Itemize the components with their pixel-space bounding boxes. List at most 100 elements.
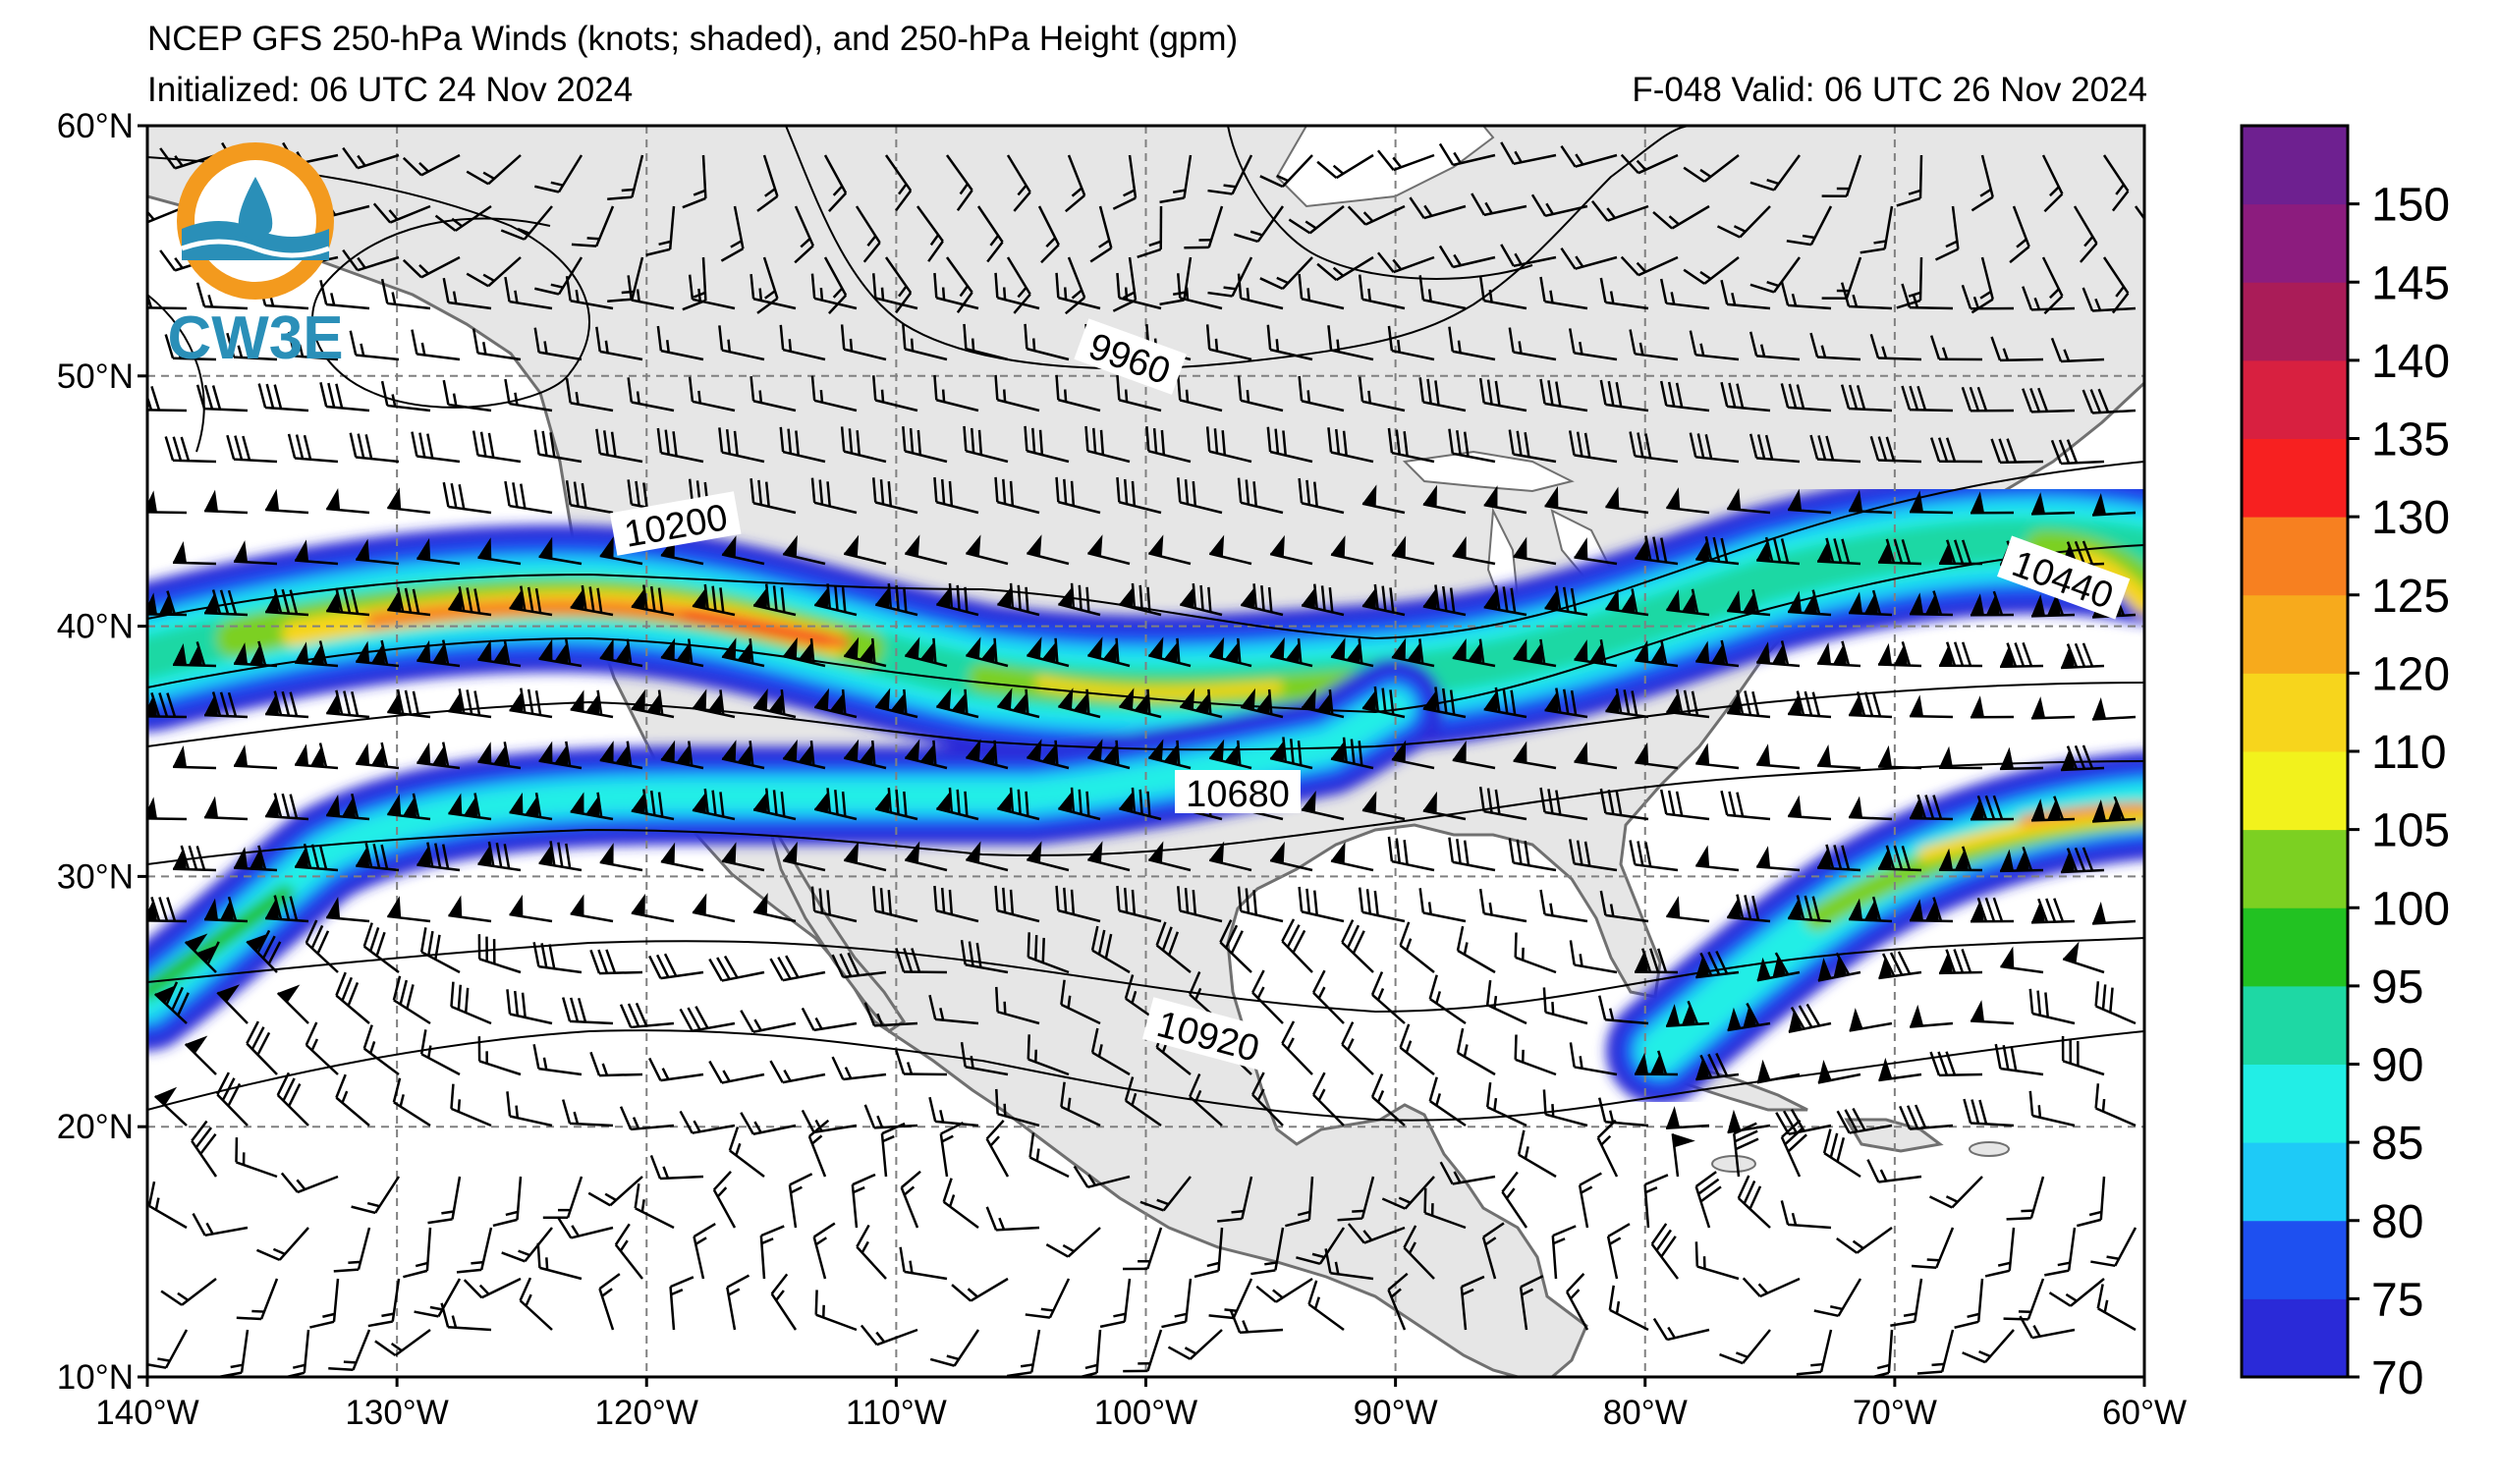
wind-barb: [1848, 589, 1893, 617]
wind-barb: [619, 1002, 675, 1029]
wind-barb: [1439, 1161, 1496, 1185]
wind-barb: [1539, 889, 1588, 923]
wind-barb: [810, 375, 858, 412]
wind-barb: [589, 1051, 643, 1077]
wind-barb: [1840, 384, 1893, 412]
cw3e-logo: CW3E: [167, 142, 344, 372]
wind-barb: [1877, 538, 1922, 566]
wind-barb: [1208, 841, 1252, 872]
wind-barb: [960, 1042, 1009, 1076]
jet-band: [1917, 807, 2144, 862]
wind-barb: [1659, 789, 1710, 821]
wind-barb: [1478, 786, 1527, 821]
wind-barb: [1568, 839, 1618, 872]
wind-barb: [2048, 1278, 2105, 1307]
wind-barb: [645, 205, 676, 256]
wind-barb: [1849, 1008, 1893, 1032]
wind-barb: [933, 476, 979, 515]
wind-barb: [570, 584, 614, 617]
colorbar-swatch: [2242, 829, 2348, 908]
colorbar-swatch: [2242, 1220, 2348, 1299]
wind-barb: [2094, 981, 2137, 1025]
wind-barb: [692, 788, 736, 821]
wind-barb: [1358, 887, 1406, 923]
wind-barb: [1234, 205, 1285, 244]
wind-barb: [1695, 1052, 1740, 1081]
wind-barb: [1456, 1027, 1496, 1076]
lon-tick-label: 70°W: [1853, 1394, 1937, 1432]
wind-barb: [756, 256, 779, 314]
wind-barb: [1605, 588, 1649, 617]
wind-barb: [456, 1227, 493, 1274]
wind-barb: [1695, 742, 1740, 770]
colorbar-swatch: [2242, 203, 2348, 283]
wind-barb: [1544, 585, 1588, 617]
wind-barb: [1934, 205, 1960, 261]
wind-barb: [1517, 1129, 1557, 1179]
wind-barb: [1301, 687, 1345, 719]
wind-barb: [532, 1044, 583, 1076]
wind-barb: [477, 841, 522, 872]
wind-barb: [884, 256, 913, 314]
wind-barb: [147, 897, 188, 923]
wind-barb: [598, 1273, 621, 1331]
wind-barb: [1058, 687, 1101, 719]
wind-barb: [419, 927, 461, 974]
wind-barb: [571, 205, 615, 247]
wind-barb: [1116, 272, 1162, 310]
wind-barb: [840, 324, 887, 361]
wind-barb: [1116, 374, 1162, 412]
wind-barb: [319, 280, 370, 310]
wind-barb: [2060, 744, 2105, 772]
wind-barb: [1817, 844, 1861, 872]
wind-barb: [1259, 154, 1313, 189]
wind-barb: [966, 841, 1009, 872]
wind-barb: [1311, 969, 1345, 1024]
colorbar-swatch: [2242, 359, 2348, 439]
wind-barb: [669, 1276, 694, 1331]
wind-barb: [1666, 688, 1710, 719]
wind-barb: [1878, 1057, 1922, 1082]
wind-barb: [945, 154, 973, 211]
colorbar-swatch: [2242, 126, 2348, 205]
wind-barb: [884, 154, 913, 212]
svg-text:10680: 10680: [1186, 774, 1290, 815]
colorbar-swatch: [2242, 1064, 2348, 1143]
wind-barb: [1184, 205, 1224, 249]
colorbar-tick-label: 95: [2371, 962, 2423, 1014]
wind-barb: [1508, 327, 1557, 361]
wind-barb: [1817, 744, 1861, 770]
wind-barb: [1984, 1227, 2016, 1278]
wind-barb: [1569, 1042, 1618, 1076]
wind-barb: [1145, 426, 1192, 464]
wind-barb: [994, 476, 1040, 515]
wind-barb: [1027, 1034, 1070, 1076]
wind-barb: [1177, 886, 1223, 923]
wind-barb: [367, 1278, 401, 1328]
colorbar-tick-label: 75: [2371, 1274, 2423, 1326]
wind-barb: [2030, 492, 2076, 516]
wind-barb: [1422, 584, 1467, 617]
wind-barb: [660, 740, 704, 770]
land-puerto-rico: [1969, 1141, 2010, 1157]
wind-barb: [1840, 282, 1893, 310]
wind-barb: [856, 1224, 887, 1280]
wind-barb: [1899, 1104, 1954, 1130]
wind-barb: [769, 955, 826, 982]
wind-barb: [419, 1029, 461, 1076]
wind-barb: [295, 640, 339, 668]
colorbar-swatch: [2242, 594, 2348, 674]
wind-barb: [1341, 1021, 1374, 1075]
wind-barb: [1756, 846, 1801, 872]
wind-barb: [448, 586, 492, 617]
wind-barb: [740, 1010, 797, 1033]
wind-barb: [1399, 1023, 1435, 1075]
wind-barb: [147, 590, 188, 617]
wind-barb: [1530, 193, 1588, 218]
wind-barb: [1296, 1227, 1346, 1265]
wind-barb: [648, 1057, 704, 1082]
wind-barb: [349, 330, 400, 361]
wind-barb: [1116, 885, 1162, 923]
lat-tick-label: 10°N: [57, 1358, 134, 1397]
wind-barb: [1316, 255, 1374, 282]
